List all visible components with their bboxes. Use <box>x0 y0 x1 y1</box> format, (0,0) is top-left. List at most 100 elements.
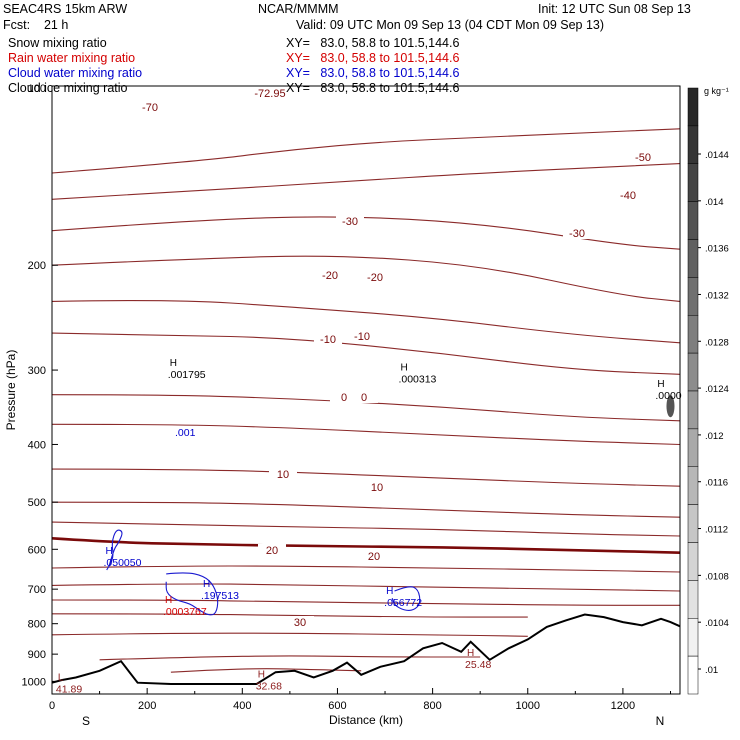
fcst-label: Fcst: 21 h <box>3 18 69 32</box>
extremum-marker: H <box>105 546 112 557</box>
extremum-value: .056772 <box>384 597 422 609</box>
isotherm-line <box>51 128 681 174</box>
cloud-water-contour <box>391 586 421 611</box>
isotherm-label-bg <box>336 215 364 227</box>
x-tick-label: 400 <box>233 700 251 712</box>
y-tick-label: 500 <box>28 497 46 509</box>
field-cloudwater-name: Cloud water mixing ratio <box>8 66 143 80</box>
isotherm-line <box>51 299 681 344</box>
cloud-water-layer <box>106 395 675 616</box>
colorbar-segment <box>687 125 699 164</box>
isotherm-line <box>51 332 681 375</box>
terrain-line <box>51 613 681 685</box>
org-label: NCAR/MMMM <box>258 2 339 16</box>
cloud-water-contour <box>106 529 123 571</box>
colorbar-segment <box>687 163 699 202</box>
isotherm-line <box>99 655 481 661</box>
extremum-value: .0003767 <box>163 606 207 618</box>
isotherm-label: -30 <box>569 228 585 240</box>
colorbar-segment <box>687 504 699 543</box>
extremum-value: .000313 <box>398 373 436 385</box>
colorbar-label: .0132 <box>705 290 729 301</box>
y-tick-label: 600 <box>28 544 46 556</box>
isotherm-label: -10 <box>320 334 336 346</box>
plot-frame: 0 200 400 600 800 1000 12002003004005006007008… <box>4 83 681 728</box>
extremum-marker: H <box>258 669 265 680</box>
cloud-water-contour <box>165 572 219 616</box>
y-tick-label: 1000 <box>22 676 46 688</box>
isotherm-line <box>51 613 528 618</box>
init-label: Init: 12 UTC Sun 08 Sep 13 <box>538 2 691 16</box>
isotherm-label-bg <box>629 151 657 163</box>
isotherm-label: -10 <box>354 331 370 343</box>
colorbar-segment <box>687 428 699 467</box>
isotherm-line <box>51 583 681 592</box>
colorbar-label: .0104 <box>705 618 729 629</box>
field-rain-name: Rain water mixing ratio <box>8 51 136 65</box>
isotherm-label-bg <box>269 468 297 480</box>
extremum-value: 41.89 <box>56 683 82 695</box>
y-tick-label: 700 <box>28 584 46 596</box>
isotherm-label-bg <box>563 227 591 239</box>
terrain-layer <box>51 613 681 685</box>
colorbar-label: .0144 <box>705 150 729 161</box>
colorbar-segment <box>687 390 699 430</box>
colorbar-label: .0116 <box>705 478 728 489</box>
isotherm-label: -20 <box>322 270 338 282</box>
colorbar-label: .0112 <box>705 525 728 536</box>
colorbar-segment <box>687 352 699 392</box>
extremum-value: .050050 <box>103 557 141 569</box>
isotherm-label: -40 <box>620 190 636 202</box>
extremum-marker: L <box>58 672 64 683</box>
extremum-marker: H <box>400 362 407 373</box>
isotherm-line <box>51 599 680 606</box>
colorbar-label: .0124 <box>705 384 729 395</box>
isotherm-label: 20 <box>368 551 380 563</box>
colorbar-segment <box>687 277 699 316</box>
valid-label: Valid: 09 UTC Mon 09 Sep 13 (04 CDT Mon … <box>296 18 605 32</box>
isotherm-line <box>170 668 362 673</box>
extremum-value: .001795 <box>168 369 206 381</box>
isotherm-line <box>51 565 681 573</box>
isotherm-label-bg <box>258 544 286 556</box>
extremum-marker: H <box>467 648 474 659</box>
colorbar-segment <box>687 618 699 657</box>
isotherm-line <box>51 537 681 554</box>
endpoint-north: N <box>656 714 665 728</box>
colorbar-label: .014 <box>705 197 724 208</box>
isotherm-label-bg <box>314 333 342 345</box>
extremum-value: .197513 <box>201 590 239 602</box>
colorbar-segment <box>687 466 699 505</box>
colorbar-segment <box>687 655 699 695</box>
isotherm-line <box>51 521 681 537</box>
x-tick-label: 200 <box>138 700 156 712</box>
isotherm-line <box>51 423 681 446</box>
colorbar-segment <box>687 542 699 581</box>
extremum-value: .0000 <box>655 390 681 402</box>
y-tick-label: 800 <box>28 619 46 631</box>
isotherm-label-bg <box>360 550 388 562</box>
isotherm-label: -70 <box>142 102 158 114</box>
colorbar-segment <box>687 201 699 240</box>
extremum-value: 25.48 <box>465 659 491 671</box>
y-tick-label: 300 <box>28 365 46 377</box>
colorbar-label: .0128 <box>705 337 729 348</box>
isotherm-label-bg <box>316 269 344 281</box>
field-cloudwater-xy: XY= 83.0, 58.8 to 101.5,144.6 <box>286 66 460 80</box>
isotherm-line <box>51 501 681 518</box>
colorbar-segment <box>687 239 699 278</box>
isotherm-label-bg <box>361 271 389 283</box>
isotherm-label: 0 <box>341 392 347 404</box>
y-tick-label: 900 <box>28 649 46 661</box>
isotherm-label: 20 <box>266 545 278 557</box>
y-tick-label: 200 <box>28 260 46 272</box>
colorbar-label: .012 <box>705 431 724 442</box>
isotherm-label: -72.95 <box>254 88 285 100</box>
isotherm-label: -30 <box>342 216 358 228</box>
isotherm-label: 10 <box>277 469 289 481</box>
cloud-contour-label: .001 <box>175 427 196 439</box>
isotherm-label-bg <box>286 616 314 628</box>
model-label: SEAC4RS 15km ARW <box>3 2 128 16</box>
colorbar-segment <box>687 87 699 127</box>
isotherm-label-bg <box>350 391 378 403</box>
